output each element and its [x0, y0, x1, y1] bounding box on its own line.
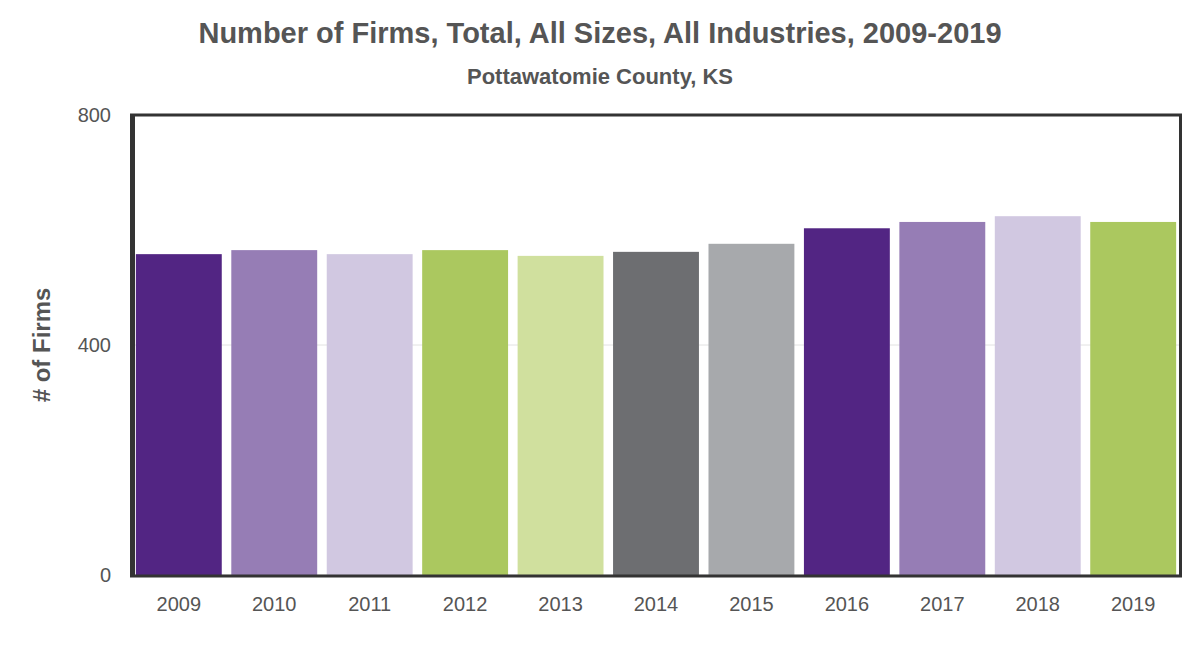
x-tick-label: 2016 — [825, 593, 870, 615]
x-tick: 2011 — [348, 575, 391, 615]
x-tick: 2019 — [1111, 575, 1156, 615]
bar — [136, 254, 222, 575]
x-axis: 2009 2010 2011 2012 2013 2014 2015 2016 2017 2018… — [134, 575, 1180, 615]
x-tick-label: 2010 — [252, 593, 297, 615]
bar — [804, 228, 890, 575]
bar — [327, 254, 413, 575]
x-tick-label: 2017 — [920, 593, 965, 615]
x-tick: 2012 — [443, 575, 488, 615]
chart: Number of Firms, Total, All Sizes, All I… — [0, 0, 1200, 650]
x-tick: 2013 — [538, 575, 583, 615]
bar — [995, 216, 1081, 575]
subtitle: Pottawatomie County, KS — [467, 64, 733, 89]
bars — [136, 216, 1176, 575]
plot-frame — [132, 115, 1181, 576]
y-tick-label: 0 — [100, 564, 111, 586]
y-tick: 400 — [78, 334, 133, 356]
title: Number of Firms, Total, All Sizes, All I… — [198, 17, 1001, 49]
x-tick: 2014 — [634, 575, 679, 615]
bar — [899, 222, 985, 575]
x-tick-label: 2012 — [443, 593, 488, 615]
x-tick: 2009 — [157, 575, 202, 615]
x-tick-label: 2018 — [1016, 593, 1061, 615]
grid — [133, 115, 1179, 575]
y-tick-label: 800 — [78, 104, 111, 126]
y-tick: 800 — [78, 104, 133, 126]
bar — [613, 252, 699, 575]
bar — [518, 256, 604, 575]
bar — [1090, 222, 1176, 575]
x-tick-label: 2019 — [1111, 593, 1156, 615]
x-tick: 2015 — [729, 575, 774, 615]
bar — [422, 250, 508, 575]
x-tick: 2017 — [920, 575, 965, 615]
y-axis-title: # of Firms — [28, 288, 55, 403]
y-tick: 0 — [100, 564, 133, 586]
x-tick-label: 2013 — [538, 593, 583, 615]
x-tick: 2010 — [252, 575, 297, 615]
bar — [708, 244, 794, 575]
y-axis-line — [132, 116, 135, 576]
x-tick: 2016 — [825, 575, 870, 615]
x-tick: 2018 — [1016, 575, 1061, 615]
x-tick-label: 2011 — [348, 593, 391, 615]
bar — [231, 250, 317, 575]
x-tick-label: 2014 — [634, 593, 679, 615]
x-axis-line — [134, 575, 1180, 576]
y-tick-label: 400 — [78, 334, 111, 356]
y-axis: 0 400 800 — [78, 104, 134, 586]
x-tick-label: 2009 — [157, 593, 202, 615]
x-tick-label: 2015 — [729, 593, 774, 615]
